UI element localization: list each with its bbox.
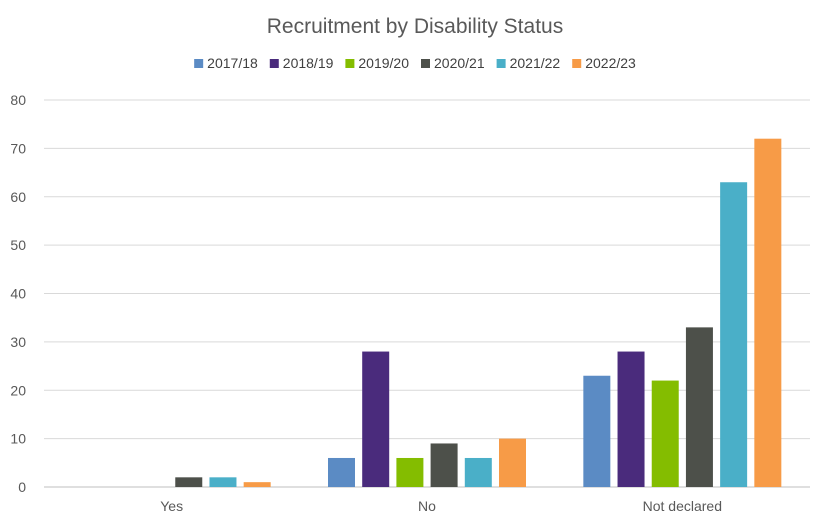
legend-label: 2017/18	[207, 55, 258, 71]
bar-2022-23-not-declared	[754, 138, 782, 487]
chart-title: Recruitment by Disability Status	[267, 15, 563, 38]
bar-2021-22-yes	[209, 477, 237, 487]
y-tick-label: 50	[10, 237, 26, 253]
legend-item: 2022/23	[572, 55, 636, 71]
legend-swatch	[194, 59, 204, 68]
y-axis-ticks: 0 10 20 30 40 50 60 70 80	[10, 92, 26, 495]
bars	[175, 138, 782, 488]
bar-2017-18-not-declared	[583, 375, 611, 487]
legend-swatch	[345, 59, 355, 68]
bar-2021-22-no	[464, 457, 492, 487]
y-tick-label: 10	[10, 431, 26, 447]
x-category-label: Not declared	[643, 498, 722, 514]
y-tick-label: 40	[10, 286, 26, 302]
legend-item: 2021/22	[496, 55, 561, 71]
legend-item: 2018/19	[269, 55, 334, 71]
bar-2020-21-no	[430, 443, 458, 487]
bar-2022-23-yes	[243, 482, 271, 487]
bar-2018-19-no	[362, 351, 390, 487]
legend-item: 2017/18	[194, 55, 258, 71]
bar-2019-20-not-declared	[651, 380, 679, 487]
legend-swatch	[572, 59, 582, 68]
legend-label: 2018/19	[283, 55, 334, 71]
x-category-label: Yes	[160, 498, 183, 514]
legend-label: 2022/23	[585, 55, 636, 71]
bar-2017-18-no	[328, 457, 355, 487]
y-tick-label: 80	[10, 92, 26, 108]
bar-2022-23-no	[499, 438, 526, 487]
legend-label: 2021/22	[510, 55, 561, 71]
x-category-label: No	[418, 498, 436, 514]
bar-2019-20-no	[396, 457, 424, 487]
y-tick-label: 20	[10, 382, 26, 398]
legend-swatch	[269, 59, 279, 68]
x-axis-labels: Yes No Not declared	[160, 498, 722, 514]
legend-item: 2020/21	[421, 55, 485, 71]
bar-2020-21-yes	[175, 477, 203, 487]
bar-2020-21-not-declared	[685, 327, 713, 487]
legend-label: 2019/20	[358, 55, 409, 71]
bar-2021-22-not-declared	[720, 182, 748, 488]
y-tick-label: 70	[10, 140, 26, 156]
legend-label: 2020/21	[434, 55, 485, 71]
legend-item: 2019/20	[345, 55, 409, 71]
gridlines	[44, 99, 810, 488]
legend: 2017/18 2018/19 2019/20 2020/21 2021/22 2022/…	[194, 55, 636, 71]
y-tick-label: 30	[10, 334, 26, 350]
legend-swatch	[421, 59, 430, 68]
bar-2018-19-not-declared	[617, 351, 645, 487]
y-tick-label: 0	[18, 479, 26, 495]
legend-swatch	[496, 59, 506, 68]
y-tick-label: 60	[10, 189, 26, 205]
